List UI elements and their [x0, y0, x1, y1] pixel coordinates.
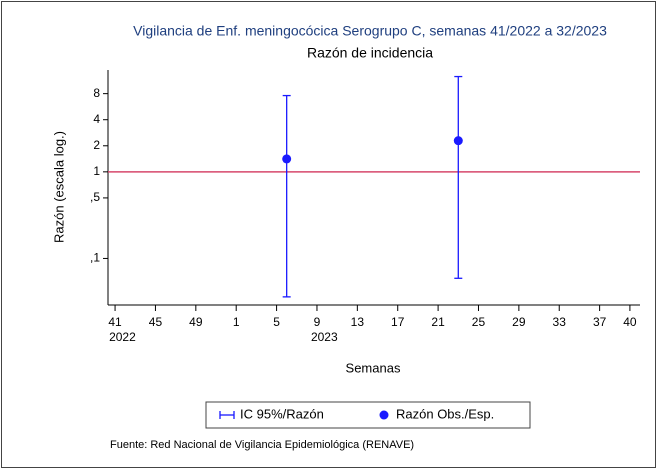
year-label: 2022: [109, 330, 136, 344]
year-label: 2023: [311, 330, 338, 344]
x-axis-label: Semanas: [346, 360, 401, 375]
y-tick-label: ,5: [90, 190, 100, 204]
x-tick-label: 37: [593, 315, 607, 329]
y-tick-label: 1: [93, 164, 100, 178]
y-axis-label: Razón (escala log.): [51, 131, 66, 243]
x-tick-label: 45: [149, 315, 163, 329]
x-tick-label: 40: [623, 315, 637, 329]
x-tick-label: 17: [391, 315, 405, 329]
y-tick-label: 2: [93, 138, 100, 152]
x-tick-label: 5: [273, 315, 280, 329]
y-tick-label: 4: [93, 112, 100, 126]
legend-label: IC 95%/Razón: [240, 406, 324, 421]
source: Fuente: Red Nacional de Vigilancia Epide…: [110, 439, 414, 451]
legend-label: Razón Obs./Esp.: [396, 406, 494, 421]
chart-title: Vigilancia de Enf. meningocócica Serogru…: [133, 23, 607, 39]
point: [453, 136, 463, 146]
x-tick-label: 21: [431, 315, 445, 329]
x-tick-label: 33: [553, 315, 567, 329]
y-tick-label: ,1: [90, 251, 100, 265]
error-bar: [454, 75, 463, 279]
x-tick-label: 1: [233, 315, 240, 329]
x-tick-label: 13: [351, 315, 365, 329]
x-tick-label: 29: [512, 315, 526, 329]
x-tick-label: 9: [314, 315, 321, 329]
legend-point-symbol: [379, 410, 389, 420]
x-tick-label: 49: [189, 315, 203, 329]
legend: [205, 401, 531, 429]
chart-subtitle: Razón de incidencia: [307, 45, 433, 61]
x-tick-label: 25: [472, 315, 486, 329]
x-tick-label: 41: [108, 315, 122, 329]
error-bar: [282, 94, 291, 298]
point: [282, 154, 292, 164]
y-tick-label: 8: [93, 86, 100, 100]
